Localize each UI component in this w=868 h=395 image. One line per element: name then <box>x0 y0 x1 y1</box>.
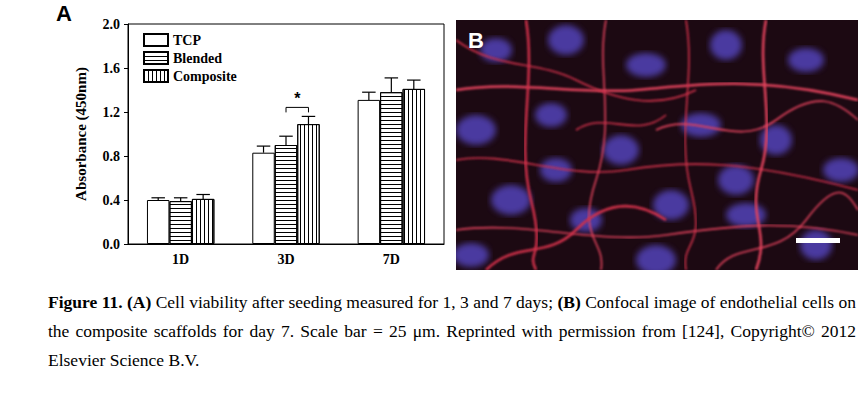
svg-text:B: B <box>468 28 484 53</box>
svg-text:7D: 7D <box>383 252 400 267</box>
svg-text:A: A <box>56 1 72 26</box>
svg-text:0.8: 0.8 <box>103 149 121 164</box>
html-text:Figure 11. (A) Cell viability: Figure 11. (A) Cell viability after seed… <box>48 292 861 370</box>
svg-text:*: * <box>294 90 301 107</box>
svg-text:1D: 1D <box>172 252 189 267</box>
svg-text:TCP: TCP <box>173 33 201 48</box>
svg-text:Composite: Composite <box>173 69 237 84</box>
svg-text:2.0: 2.0 <box>103 17 121 32</box>
svg-text:Blended: Blended <box>173 51 222 66</box>
svg-text:Absorbance (450nm): Absorbance (450nm) <box>73 67 90 201</box>
svg-text:3D: 3D <box>277 252 294 267</box>
svg-text:0.0: 0.0 <box>103 237 121 252</box>
svg-text:1.6: 1.6 <box>103 61 121 76</box>
svg-text:1.2: 1.2 <box>103 105 121 120</box>
svg-text:0.4: 0.4 <box>103 193 121 208</box>
